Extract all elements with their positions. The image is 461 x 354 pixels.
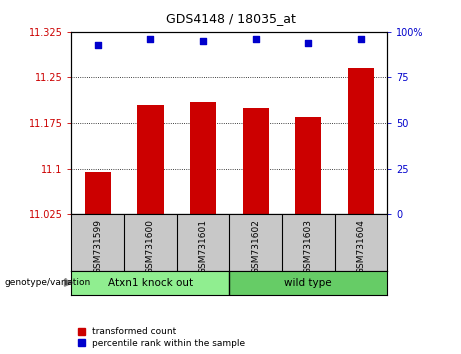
Bar — [71, 271, 229, 295]
Bar — [85, 172, 111, 214]
Bar — [348, 68, 374, 214]
Bar — [137, 105, 164, 214]
Text: GSM731599: GSM731599 — [93, 219, 102, 274]
Point — [305, 40, 312, 46]
Text: GSM731600: GSM731600 — [146, 219, 155, 274]
Legend: transformed count, percentile rank within the sample: transformed count, percentile rank withi… — [76, 326, 247, 349]
Text: genotype/variation: genotype/variation — [5, 278, 91, 287]
Text: wild type: wild type — [284, 278, 332, 288]
Text: GSM731602: GSM731602 — [251, 219, 260, 274]
Text: GSM731601: GSM731601 — [199, 219, 207, 274]
Point — [252, 36, 260, 42]
Bar — [190, 102, 216, 214]
Point — [94, 42, 101, 47]
Point — [199, 38, 207, 44]
Bar — [229, 271, 387, 295]
Text: GDS4148 / 18035_at: GDS4148 / 18035_at — [165, 12, 296, 25]
Bar — [295, 117, 321, 214]
Text: Atxn1 knock out: Atxn1 knock out — [108, 278, 193, 288]
Point — [357, 36, 365, 42]
Point — [147, 36, 154, 42]
Text: GSM731604: GSM731604 — [356, 219, 366, 274]
Bar — [242, 108, 269, 214]
Text: GSM731603: GSM731603 — [304, 219, 313, 274]
